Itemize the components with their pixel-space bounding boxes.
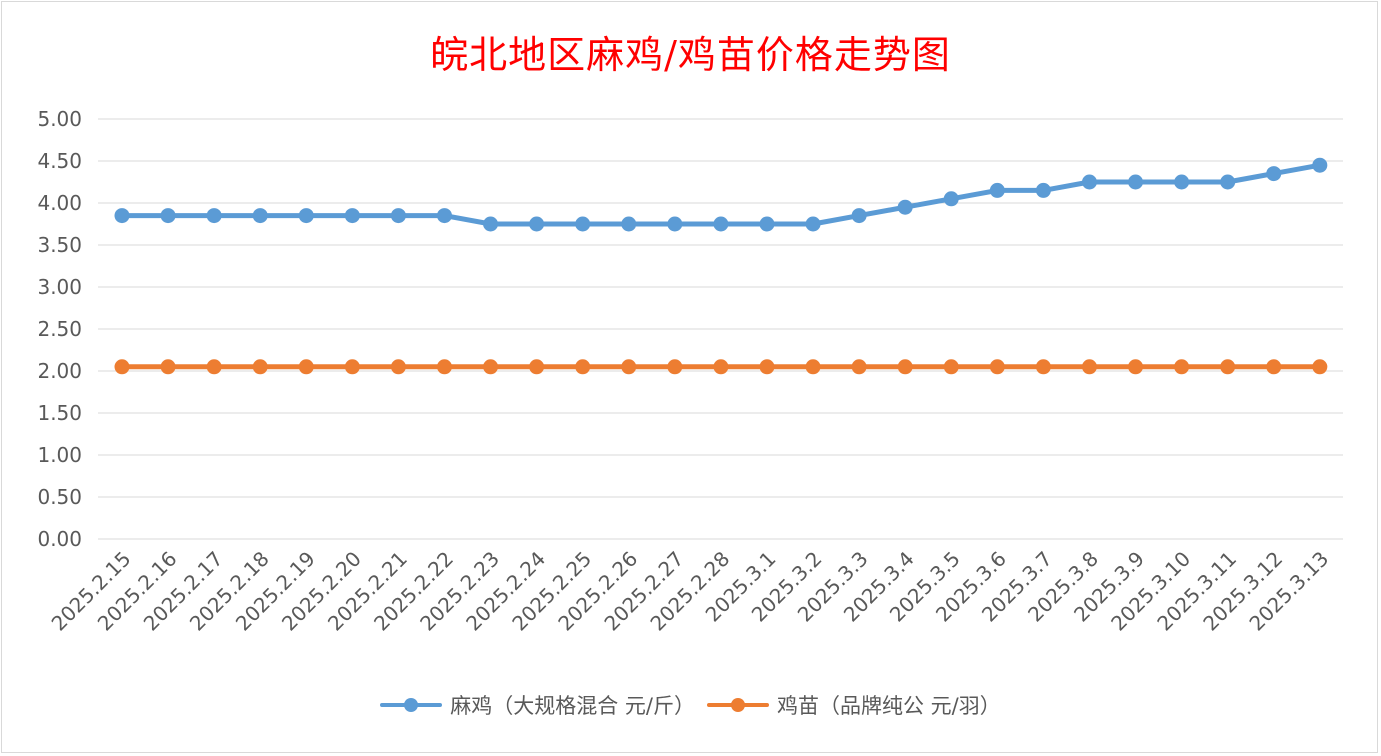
y-tick-label: 3.00: [37, 275, 82, 299]
data-point[interactable]: [1312, 359, 1328, 375]
data-point[interactable]: [943, 191, 959, 207]
y-tick-label: 2.50: [37, 317, 82, 341]
data-point[interactable]: [390, 359, 406, 375]
data-point[interactable]: [851, 359, 867, 375]
data-point[interactable]: [252, 359, 268, 375]
legend-label-series-1: 麻鸡（大规格混合 元/斤）: [450, 694, 695, 718]
data-point[interactable]: [621, 359, 637, 375]
data-point[interactable]: [1035, 182, 1051, 198]
data-point[interactable]: [759, 216, 775, 232]
data-point[interactable]: [989, 182, 1005, 198]
data-point[interactable]: [483, 216, 499, 232]
data-point[interactable]: [805, 359, 821, 375]
gridlines: [98, 118, 1343, 540]
data-point[interactable]: [667, 216, 683, 232]
data-point[interactable]: [667, 359, 683, 375]
series-2: [114, 359, 1328, 375]
legend-swatch-series-2: [707, 695, 769, 715]
data-point[interactable]: [1081, 174, 1097, 190]
data-point[interactable]: [298, 359, 314, 375]
data-point[interactable]: [1035, 359, 1051, 375]
data-point[interactable]: [114, 359, 130, 375]
x-axis-ticks: 2025.2.152025.2.162025.2.172025.2.182025…: [47, 547, 1334, 636]
data-point[interactable]: [1220, 359, 1236, 375]
data-point[interactable]: [897, 199, 913, 215]
data-point[interactable]: [344, 359, 360, 375]
y-tick-label: 1.50: [37, 401, 82, 425]
y-tick-label: 4.50: [37, 149, 82, 173]
legend-item-series-1[interactable]: 麻鸡（大规格混合 元/斤）: [380, 690, 695, 720]
data-point[interactable]: [1266, 359, 1282, 375]
data-point[interactable]: [344, 208, 360, 224]
series-1: [114, 157, 1328, 232]
data-point[interactable]: [1128, 174, 1144, 190]
series-layer: [114, 157, 1328, 375]
data-point[interactable]: [759, 359, 775, 375]
chart-title: 皖北地区麻鸡/鸡苗价格走势图: [430, 33, 951, 77]
y-tick-label: 2.00: [37, 359, 82, 383]
data-point[interactable]: [1174, 174, 1190, 190]
data-point[interactable]: [206, 359, 222, 375]
y-axis-ticks: 0.00 0.50 1.00 1.50 2.00 2.50 3.00 3.50 4.00 4.50…: [37, 107, 82, 551]
data-point[interactable]: [114, 208, 130, 224]
data-point[interactable]: [575, 359, 591, 375]
data-point[interactable]: [713, 216, 729, 232]
data-point[interactable]: [1128, 359, 1144, 375]
data-point[interactable]: [897, 359, 913, 375]
y-tick-label: 0.00: [37, 527, 82, 551]
data-point[interactable]: [160, 208, 176, 224]
legend-item-series-2[interactable]: 鸡苗（品牌纯公 元/羽）: [707, 690, 1001, 720]
legend: 麻鸡（大规格混合 元/斤） 鸡苗（品牌纯公 元/羽）: [0, 690, 1381, 720]
legend-label-series-2: 鸡苗（品牌纯公 元/羽）: [777, 694, 1001, 718]
data-point[interactable]: [436, 359, 452, 375]
data-point[interactable]: [252, 208, 268, 224]
data-point[interactable]: [1266, 166, 1282, 182]
data-point[interactable]: [436, 208, 452, 224]
data-point[interactable]: [298, 208, 314, 224]
data-point[interactable]: [851, 208, 867, 224]
data-point[interactable]: [1174, 359, 1190, 375]
data-point[interactable]: [483, 359, 499, 375]
data-point[interactable]: [390, 208, 406, 224]
data-point[interactable]: [1312, 157, 1328, 173]
data-point[interactable]: [621, 216, 637, 232]
data-point[interactable]: [575, 216, 591, 232]
data-point[interactable]: [943, 359, 959, 375]
data-point[interactable]: [805, 216, 821, 232]
data-point[interactable]: [989, 359, 1005, 375]
data-point[interactable]: [713, 359, 729, 375]
data-point[interactable]: [206, 208, 222, 224]
data-point[interactable]: [1081, 359, 1097, 375]
data-point[interactable]: [1220, 174, 1236, 190]
data-point[interactable]: [529, 359, 545, 375]
y-tick-label: 5.00: [37, 107, 82, 131]
y-tick-label: 0.50: [37, 485, 82, 509]
data-point[interactable]: [160, 359, 176, 375]
y-tick-label: 1.00: [37, 443, 82, 467]
y-tick-label: 4.00: [37, 191, 82, 215]
legend-swatch-series-1: [380, 695, 443, 715]
data-point[interactable]: [529, 216, 545, 232]
y-tick-label: 3.50: [37, 233, 82, 257]
